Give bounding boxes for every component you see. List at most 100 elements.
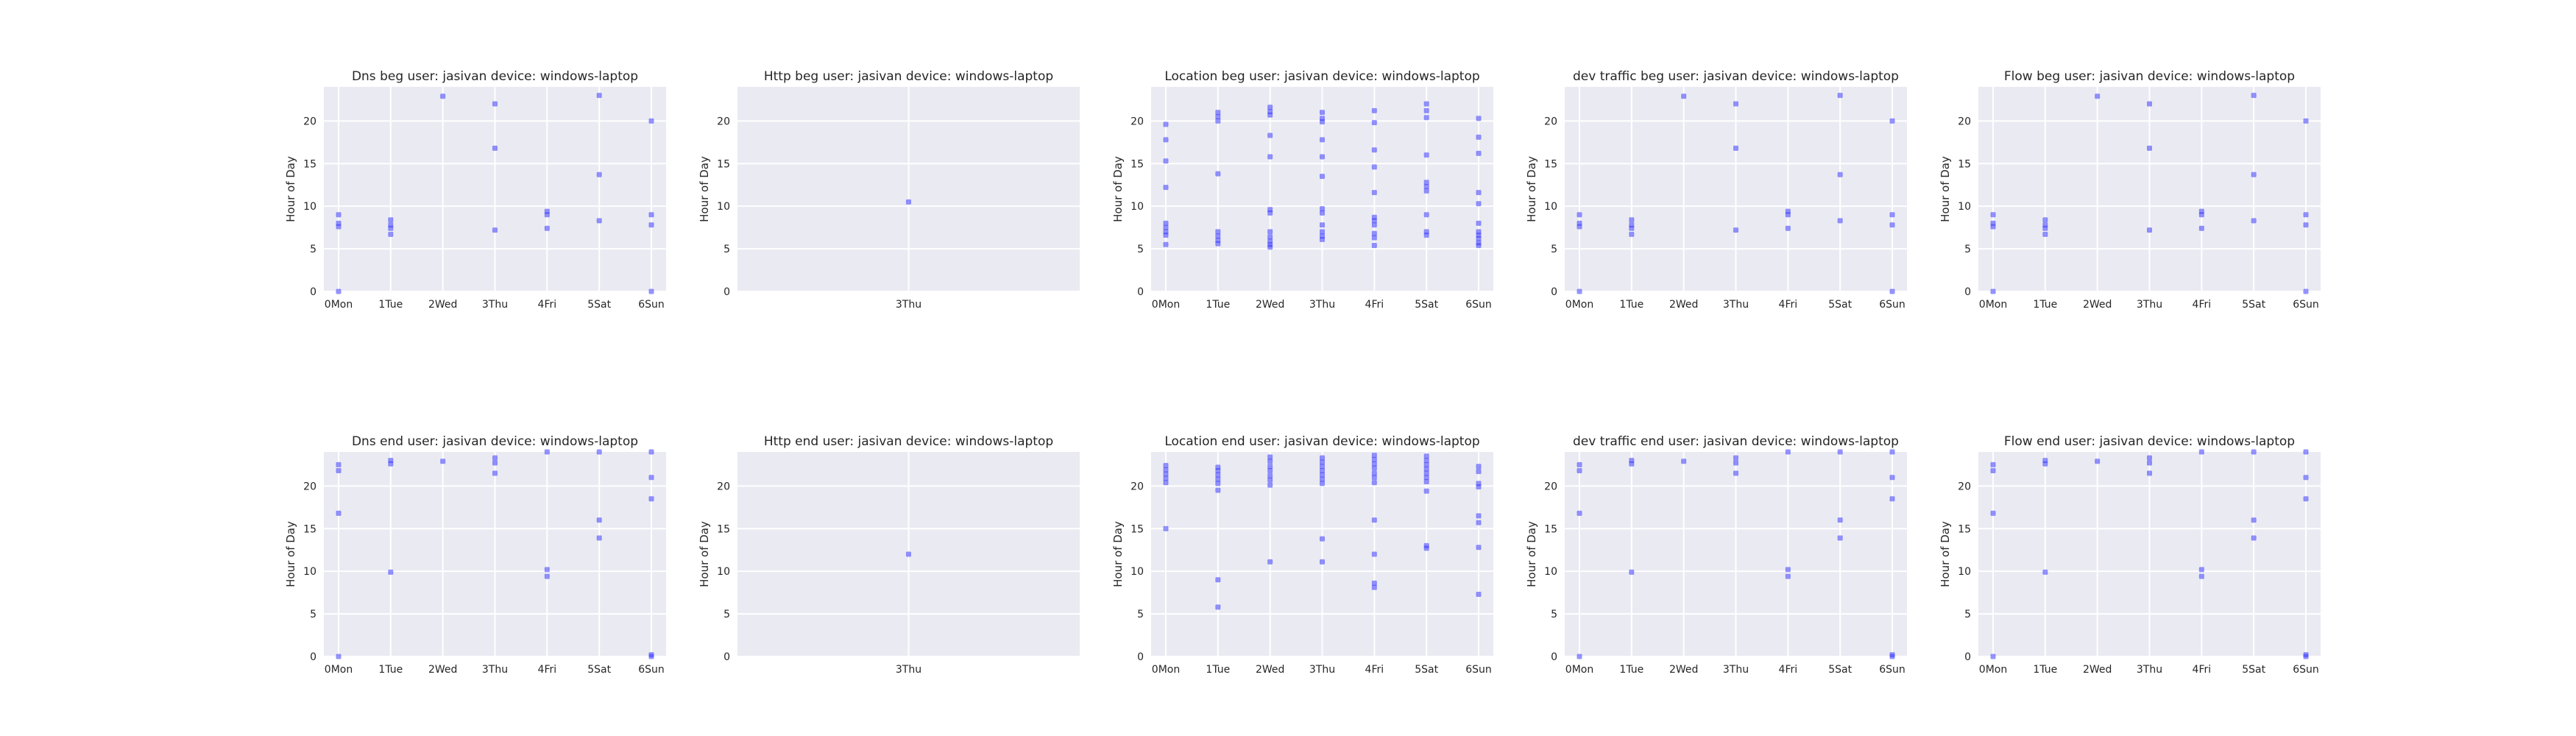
data-point — [1215, 577, 1221, 583]
y-tick-label: 0 — [1551, 286, 1557, 298]
data-point — [1837, 218, 1843, 224]
x-tick-label: 6Sun — [2293, 299, 2319, 311]
data-point — [1423, 470, 1429, 476]
x-tick-label: 4Fri — [538, 664, 557, 676]
chart-title: Location end user: jasivan device: windo… — [1164, 434, 1479, 449]
data-point — [1423, 115, 1429, 121]
y-tick-label: 15 — [303, 523, 316, 535]
data-point — [336, 461, 342, 467]
data-point — [1476, 591, 1482, 597]
x-tick-label: 4Fri — [1779, 299, 1798, 311]
data-point — [1371, 235, 1377, 241]
data-point — [1215, 604, 1221, 610]
data-point — [2198, 449, 2204, 455]
data-point — [648, 212, 654, 218]
data-point — [2251, 93, 2257, 99]
data-point — [1990, 510, 1996, 516]
data-point — [1320, 110, 1325, 116]
x-tick-label: 5Sat — [587, 299, 611, 311]
data-point — [388, 217, 394, 223]
x-tick-label: 6Sun — [1465, 299, 1492, 311]
data-point — [1320, 536, 1325, 542]
data-point — [1320, 472, 1325, 478]
data-point — [1476, 190, 1482, 196]
data-point — [1163, 121, 1169, 127]
data-point — [1577, 224, 1582, 230]
data-point — [1267, 559, 1273, 565]
x-tick-label: 5Sat — [587, 664, 611, 676]
data-point — [2303, 212, 2309, 218]
data-point — [492, 470, 498, 476]
x-tick-label: 3Thu — [1309, 299, 1335, 311]
data-point — [596, 535, 602, 541]
data-point — [1371, 475, 1377, 481]
data-point — [1889, 654, 1895, 659]
y-tick-label: 5 — [1137, 609, 1144, 620]
data-point — [1371, 222, 1377, 228]
x-tick-label: 2Wed — [1256, 664, 1284, 676]
y-tick-label: 15 — [717, 158, 730, 170]
data-point — [1476, 484, 1482, 489]
x-tick-label: 0Mon — [1979, 299, 2007, 311]
y-tick-label: 5 — [1137, 244, 1144, 255]
y-tick-label: 5 — [310, 609, 316, 620]
data-point — [1371, 242, 1377, 248]
data-point — [492, 455, 498, 461]
y-tick-label: 15 — [303, 158, 316, 170]
data-point — [336, 224, 342, 230]
data-point — [1733, 227, 1738, 233]
data-point — [440, 93, 446, 99]
y-axis-label: Hour of Day — [284, 156, 297, 222]
data-point — [1320, 154, 1325, 160]
x-tick-label: 2Wed — [428, 664, 457, 676]
data-point — [648, 449, 654, 455]
x-tick-label: 1Tue — [378, 664, 403, 676]
data-point — [1733, 460, 1738, 466]
x-tick-label: 6Sun — [638, 664, 665, 676]
data-point — [1163, 475, 1169, 481]
x-tick-label: 3Thu — [896, 299, 921, 311]
y-tick-label: 10 — [1958, 201, 1971, 213]
data-point — [1423, 458, 1429, 464]
data-point — [1423, 184, 1429, 190]
y-tick-label: 0 — [723, 651, 730, 663]
data-point — [1267, 464, 1273, 470]
chart-title: Flow end user: jasivan device: windows-l… — [2004, 434, 2295, 449]
data-point — [492, 460, 498, 466]
y-axis-label: Hour of Day — [1111, 521, 1125, 587]
data-point — [648, 118, 654, 124]
data-point — [1476, 545, 1482, 551]
data-point — [1577, 654, 1582, 659]
data-point — [1423, 180, 1429, 185]
data-point — [492, 101, 498, 107]
data-point — [2303, 118, 2309, 124]
data-point — [2095, 459, 2101, 464]
chart-panel: 0 5 10 15 20 0Mon 1Tue 2Wed 3Thu 4Fri 5Sat 6Sun Hour… — [1939, 69, 2321, 311]
y-tick-label: 20 — [717, 116, 730, 127]
y-tick-label: 5 — [1964, 609, 1971, 620]
x-tick-label: 0Mon — [1979, 664, 2007, 676]
data-point — [1990, 212, 1996, 218]
data-point — [2303, 475, 2309, 481]
data-point — [2303, 496, 2309, 502]
x-tick-label: 3Thu — [896, 664, 921, 676]
chart-panel: 0 5 10 15 20 3Thu Hour of Day Http beg user: ja… — [698, 69, 1080, 311]
x-tick-label: 5Sat — [1828, 299, 1852, 311]
data-point — [1990, 461, 1996, 467]
data-point — [906, 199, 911, 205]
data-point — [1163, 526, 1169, 531]
data-point — [648, 222, 654, 228]
data-point — [1423, 453, 1429, 459]
data-point — [388, 461, 394, 467]
x-tick-label: 2Wed — [1256, 299, 1284, 311]
x-tick-label: 3Thu — [1723, 299, 1749, 311]
data-point — [1163, 241, 1169, 247]
data-point — [1577, 510, 1582, 516]
data-point — [2147, 227, 2152, 233]
data-point — [1681, 93, 1687, 99]
data-point — [1371, 480, 1377, 486]
x-tick-label: 0Mon — [325, 664, 353, 676]
data-point — [1629, 231, 1635, 237]
data-point — [544, 225, 550, 231]
